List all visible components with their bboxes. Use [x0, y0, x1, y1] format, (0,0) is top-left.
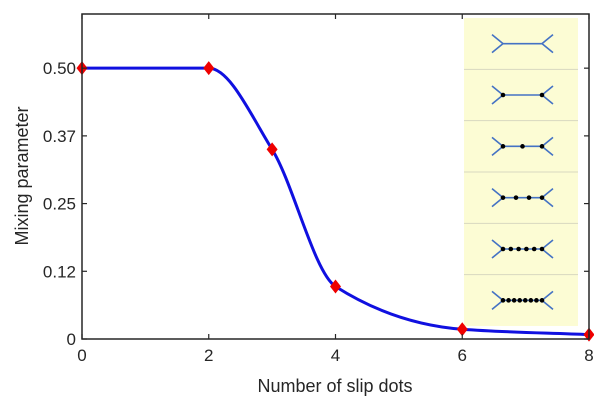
y-tick-label: 0 — [67, 330, 76, 349]
x-tick-label: 2 — [204, 346, 213, 365]
slip-dot — [508, 246, 514, 252]
tick-layer: 0 2 4 6 8 0 0.12 0.25 0.37 0.50 — [43, 14, 594, 365]
slip-dot — [520, 144, 525, 149]
slip-dot — [539, 246, 545, 252]
curve-layer — [81, 66, 590, 337]
inset-left-fork — [491, 34, 505, 54]
y-tick-label: 0.25 — [43, 195, 76, 214]
inset-panel — [464, 18, 578, 326]
data-point-marker — [456, 322, 468, 337]
data-point-marker — [266, 142, 278, 157]
y-axis-label: Mixing parameter — [12, 106, 32, 245]
slip-dot — [513, 195, 519, 200]
slip-dot — [516, 246, 521, 252]
slip-dot — [522, 298, 528, 303]
x-tick-label: 8 — [584, 346, 593, 365]
slip-dot — [500, 92, 506, 98]
slip-dot — [517, 298, 523, 303]
slip-dot — [500, 246, 506, 252]
x-axis-label: Number of slip dots — [257, 376, 412, 396]
y-tick-label: 0.50 — [43, 59, 76, 78]
x-tick-label: 0 — [77, 346, 86, 365]
fitted-curve — [81, 66, 590, 337]
slip-dot — [524, 246, 529, 252]
data-point-marker — [330, 279, 341, 294]
y-tick-label: 0.37 — [43, 127, 76, 146]
slip-dot — [511, 298, 517, 303]
slip-dot — [528, 298, 534, 303]
slip-dot — [506, 298, 511, 303]
slip-dot — [500, 144, 506, 149]
slip-dot — [539, 195, 545, 200]
slip-dot — [539, 144, 545, 149]
slip-dot — [531, 246, 537, 252]
slip-dot — [534, 298, 539, 303]
data-point-marker — [203, 61, 215, 76]
slip-dot — [526, 195, 532, 200]
slip-dot — [539, 298, 545, 303]
y-tick-label: 0.12 — [43, 262, 76, 281]
x-tick-label: 4 — [331, 346, 340, 365]
x-tick-label: 6 — [458, 346, 467, 365]
slip-dot — [539, 92, 545, 98]
slip-dot — [500, 195, 506, 200]
slip-dot — [500, 298, 506, 303]
inset-right-fork — [540, 34, 554, 54]
